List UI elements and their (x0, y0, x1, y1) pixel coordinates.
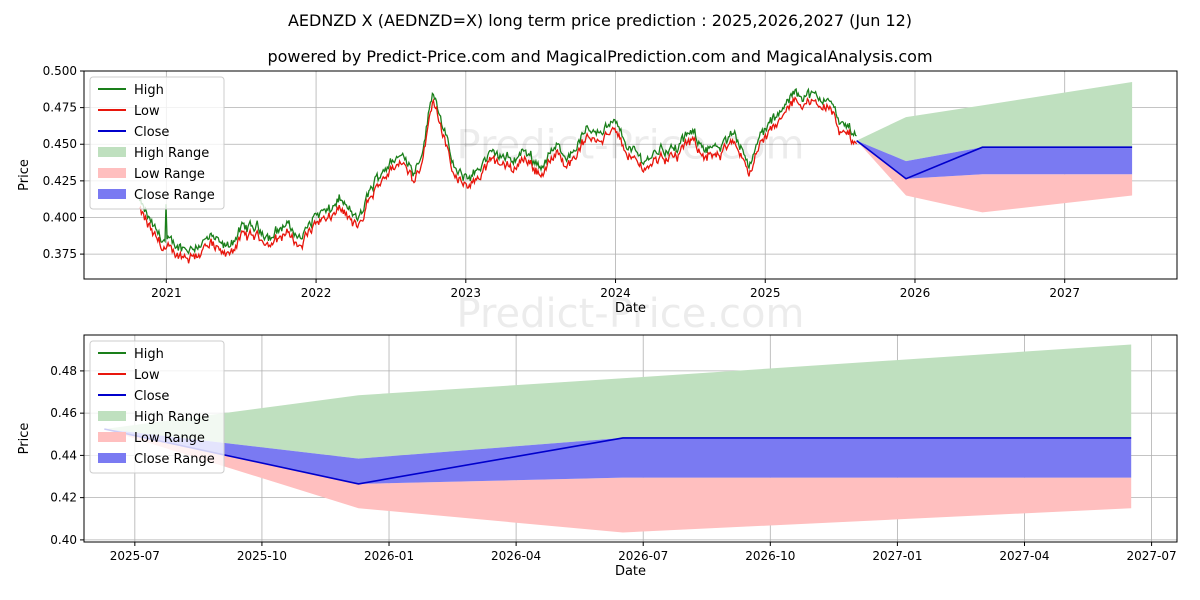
high-range-band (856, 82, 1133, 162)
close-range-band (856, 140, 1133, 179)
low-range-band (856, 140, 1133, 213)
x-tick-label: 2026-10 (745, 549, 795, 563)
plot-frame (83, 334, 1178, 543)
x-tick-label: 2026-07 (618, 549, 668, 563)
legend-swatch-patch (98, 147, 126, 157)
x-tick-label: 2026-04 (491, 549, 541, 563)
y-tick-label: 0.46 (50, 406, 77, 420)
high-series-line (138, 87, 857, 255)
y-tick-label: 0.375 (43, 247, 77, 261)
legend-label: Low Range (134, 431, 205, 446)
y-axis-label: Price (17, 159, 32, 191)
x-tick-label: 2026 (900, 286, 931, 300)
close-range-band (104, 429, 1132, 484)
legend-label: Low (134, 368, 160, 383)
x-tick-label: 2027 (1049, 286, 1080, 300)
legend-label: Low Range (134, 167, 205, 182)
x-tick-label: 2026-01 (364, 549, 414, 563)
legend-label: Close Range (134, 188, 215, 203)
x-tick-label: 2024 (600, 286, 631, 300)
x-tick-label: 2025-10 (237, 549, 287, 563)
x-tick-label: 2023 (451, 286, 482, 300)
y-axis-label: Price (17, 423, 32, 455)
y-tick-label: 0.42 (50, 491, 77, 505)
legend-swatch-patch (98, 168, 126, 178)
chart-subtitle: powered by Predict-Price.com and Magical… (267, 47, 932, 66)
plot-frame (83, 70, 1178, 280)
legend-label: Close Range (134, 452, 215, 467)
x-tick-label: 2021 (151, 286, 182, 300)
low-range-band (104, 429, 1132, 533)
x-tick-label: 2027-07 (1127, 549, 1177, 563)
close-forecast-line (104, 428, 1132, 485)
legend-swatch-patch (98, 411, 126, 421)
x-tick-label: 2025-07 (110, 549, 160, 563)
panel-forecast-zoom: Predict-Price.comPredict-Price.com2025-0… (17, 334, 1178, 579)
legend-swatch-patch (98, 189, 126, 199)
low-series-line (138, 96, 858, 264)
legend-label: Low (134, 104, 160, 119)
x-axis-label: Date (615, 301, 646, 316)
legend-label: Close (134, 125, 169, 140)
y-tick-label: 0.475 (43, 101, 77, 115)
watermark: Predict-Price.com (457, 291, 805, 337)
y-tick-label: 0.450 (43, 137, 77, 151)
legend-swatch-patch (98, 432, 126, 442)
x-tick-label: 2025 (750, 286, 781, 300)
y-tick-label: 0.40 (50, 533, 77, 547)
y-tick-label: 0.44 (50, 448, 77, 462)
x-tick-label: 2027-04 (999, 549, 1049, 563)
legend-label: High Range (134, 146, 209, 161)
high-range-band (104, 344, 1132, 459)
legend-label: High (134, 347, 164, 362)
y-tick-label: 0.425 (43, 174, 77, 188)
x-tick-label: 2027-01 (872, 549, 922, 563)
y-tick-label: 0.48 (50, 364, 77, 378)
y-tick-label: 0.400 (43, 210, 77, 224)
x-tick-label: 2022 (301, 286, 332, 300)
close-forecast-line (856, 139, 1133, 180)
legend-swatch-patch (98, 453, 126, 463)
x-axis-label: Date (615, 564, 646, 579)
y-tick-label: 0.500 (43, 64, 77, 78)
legend-label: High (134, 83, 164, 98)
legend-label: High Range (134, 410, 209, 425)
chart-title: AEDNZD X (AEDNZD=X) long term price pred… (288, 11, 912, 30)
legend-label: Close (134, 389, 169, 404)
